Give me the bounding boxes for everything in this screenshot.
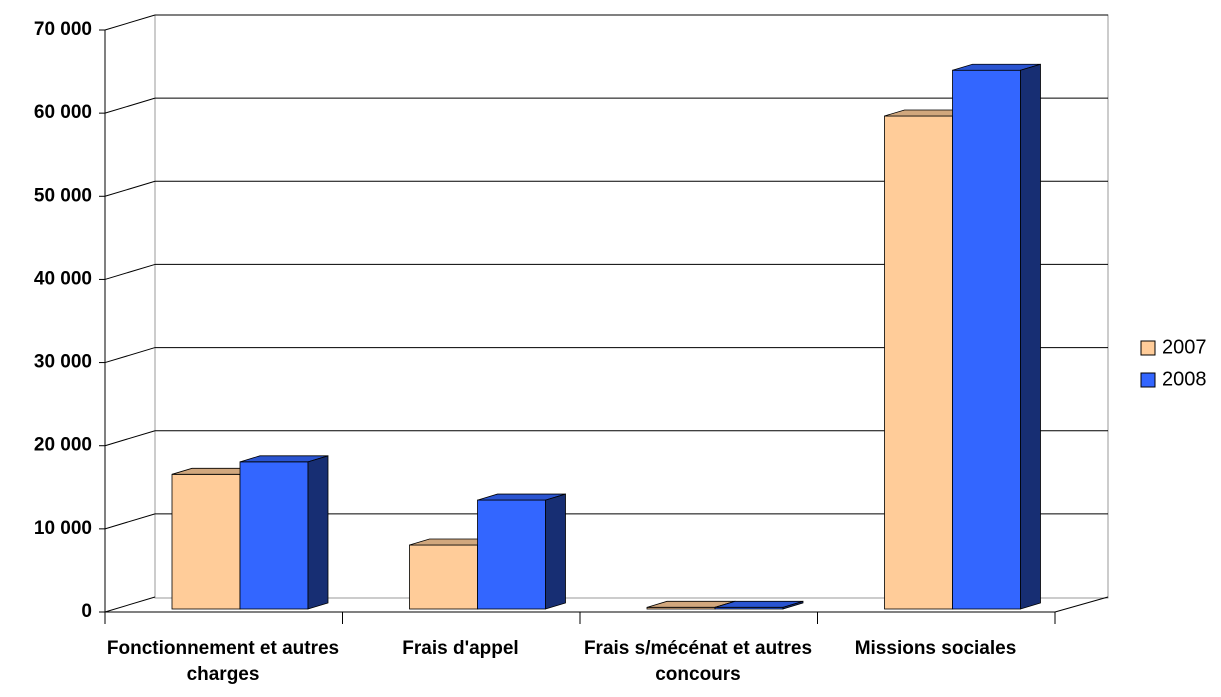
grid-line xyxy=(104,430,156,447)
y-tick-label: 20 000 xyxy=(34,435,92,456)
grid-line xyxy=(104,14,156,31)
y-tick-label: 50 000 xyxy=(34,185,92,206)
grid-line xyxy=(104,513,156,530)
legend-swatch xyxy=(1140,372,1156,388)
bar-front xyxy=(409,544,478,610)
legend-label: 2007 xyxy=(1162,336,1207,358)
bar-side xyxy=(1020,63,1041,610)
y-tick-label: 10 000 xyxy=(34,518,92,539)
bar-front xyxy=(171,473,241,610)
y-tick-label: 0 xyxy=(81,601,92,622)
legend-label: 2008 xyxy=(1162,368,1207,390)
bar-front xyxy=(884,115,953,610)
y-tick-label: 70 000 xyxy=(34,19,92,40)
floor-edge xyxy=(104,596,156,613)
grid-line xyxy=(104,347,156,364)
bar-side xyxy=(782,600,804,610)
bar-side xyxy=(545,493,566,610)
grid-line xyxy=(104,180,156,197)
y-tick-label: 40 000 xyxy=(34,268,92,289)
bar-front xyxy=(952,69,1021,610)
x-tick-label: Fonctionnement et autres charges xyxy=(106,638,340,685)
x-tick-label: Frais s/mécénat et autres concours xyxy=(583,638,813,685)
grid-line xyxy=(104,97,156,114)
bar-front xyxy=(477,499,546,610)
floor-edge xyxy=(1054,596,1109,613)
y-tick-label: 30 000 xyxy=(34,352,92,373)
bar-side xyxy=(307,455,329,610)
legend-swatch xyxy=(1140,340,1156,356)
x-tick-label: Frais d'appel xyxy=(402,638,519,659)
y-tick-label: 60 000 xyxy=(34,102,92,123)
grid-line xyxy=(104,263,156,280)
x-tick-label: Missions sociales xyxy=(854,638,1017,659)
bar-front xyxy=(239,461,309,610)
